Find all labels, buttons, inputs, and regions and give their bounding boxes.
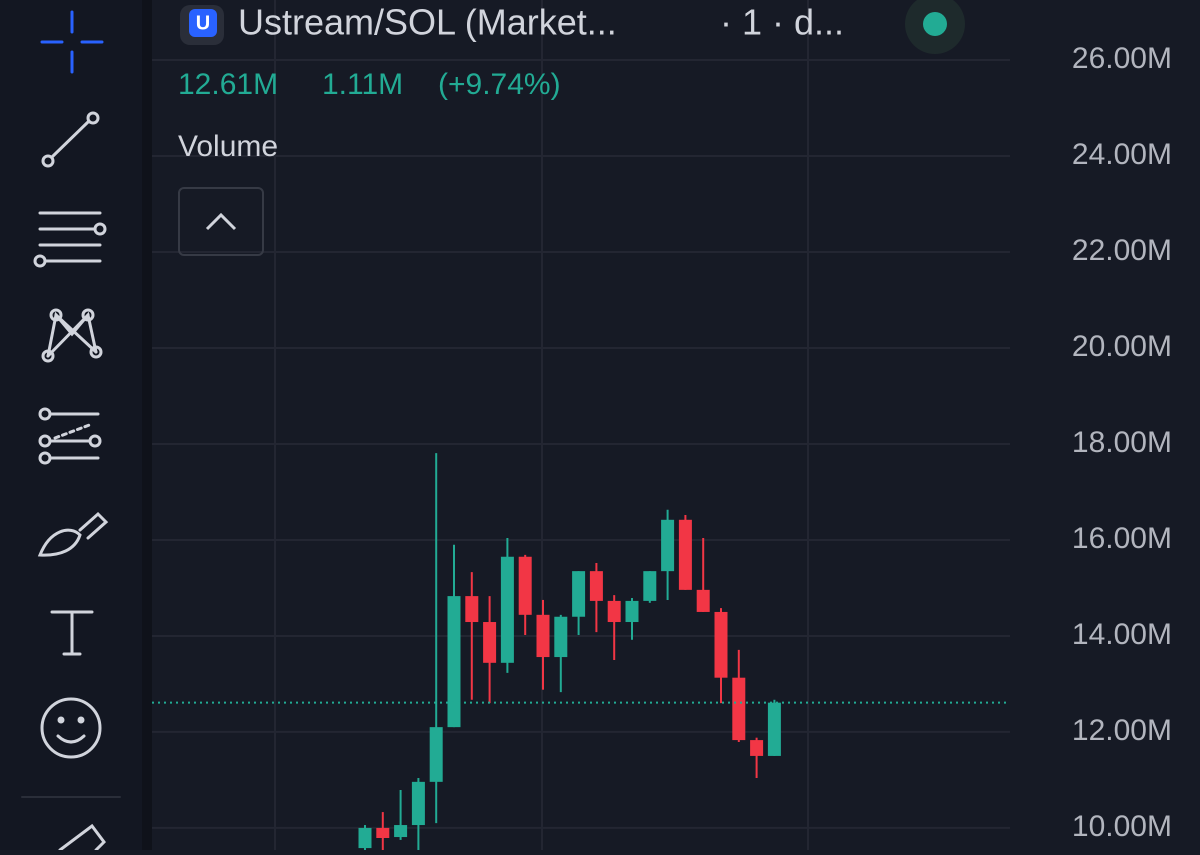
candle-body xyxy=(447,596,461,728)
candle-body xyxy=(678,519,692,590)
interval[interactable]: · 1 · d... xyxy=(720,2,844,43)
candle-body xyxy=(429,727,443,782)
text-tool[interactable] xyxy=(50,610,94,656)
symbol-name[interactable]: Ustream/SOL (Market... xyxy=(238,2,617,43)
candle-body xyxy=(483,622,497,663)
y-tick-label: 20.00M xyxy=(1072,330,1172,363)
toolbar-icons xyxy=(21,10,121,852)
candle-body xyxy=(714,611,728,678)
toolbar xyxy=(0,0,142,850)
candle-body xyxy=(732,677,746,741)
candle-body xyxy=(554,616,568,658)
candle-body xyxy=(589,571,603,601)
candle-body xyxy=(607,600,621,623)
lines-tool[interactable] xyxy=(33,211,107,268)
status-dot xyxy=(923,12,947,36)
candle-body xyxy=(536,614,550,658)
y-tick-label: 10.00M xyxy=(1072,810,1172,843)
candle-body xyxy=(358,827,372,849)
candle-body xyxy=(518,556,532,615)
crosshair-tool[interactable] xyxy=(40,10,104,74)
symbol-icon xyxy=(189,9,217,37)
y-tick-label: 24.00M xyxy=(1072,138,1172,171)
y-tick-label: 16.00M xyxy=(1072,522,1172,555)
grid xyxy=(152,0,1010,850)
candle-body xyxy=(625,600,639,623)
pattern-tool[interactable] xyxy=(41,308,103,363)
last-value: 12.61M xyxy=(178,68,278,101)
candle-body xyxy=(767,702,781,756)
candle-body xyxy=(643,571,657,601)
change: 1.11M xyxy=(322,68,403,101)
plot xyxy=(152,453,1010,850)
brush-tool[interactable] xyxy=(37,511,109,557)
candle-body xyxy=(572,571,586,617)
y-tick-label: 18.00M xyxy=(1072,426,1172,459)
candle-body xyxy=(500,556,514,663)
emoji-tool[interactable] xyxy=(40,697,102,759)
symbol-icon-letter: U xyxy=(196,12,210,34)
y-tick-label: 26.00M xyxy=(1072,42,1172,75)
candle-body xyxy=(376,827,390,839)
y-tick-label: 22.00M xyxy=(1072,234,1172,267)
candle-body xyxy=(750,740,764,756)
change-pct: (+9.74%) xyxy=(438,68,561,101)
ruler-tool[interactable] xyxy=(58,823,106,852)
candle-body xyxy=(696,589,710,612)
indicator-name: Volume xyxy=(178,130,278,163)
y-tick-label: 14.00M xyxy=(1072,618,1172,651)
candle-body xyxy=(465,596,479,623)
toolbar-border xyxy=(142,0,152,850)
candle-body xyxy=(661,519,675,572)
y-tick-label: 12.00M xyxy=(1072,714,1172,747)
trendline-tool[interactable] xyxy=(41,111,100,168)
candle-body xyxy=(411,781,425,826)
fib-tool[interactable] xyxy=(38,407,102,465)
candle-body xyxy=(394,825,408,838)
collapse-button[interactable] xyxy=(178,187,264,256)
